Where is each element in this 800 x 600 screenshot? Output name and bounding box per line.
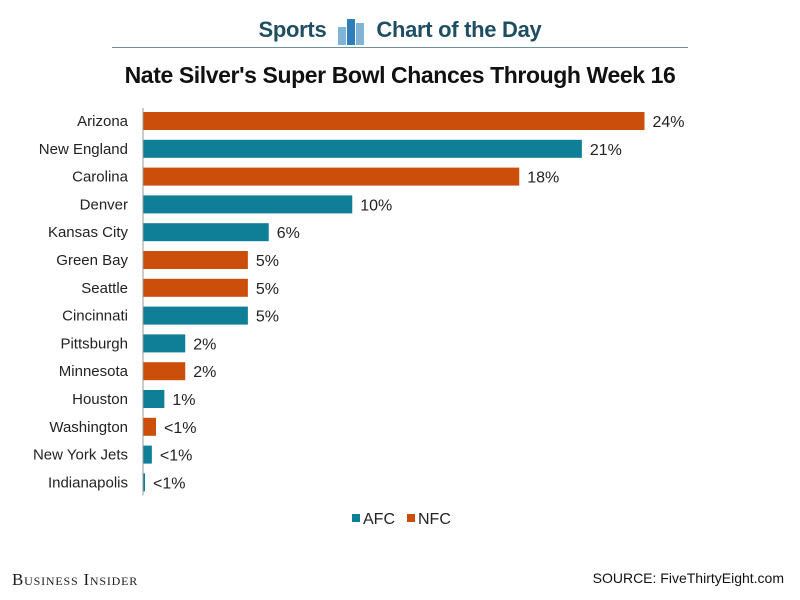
legend-label-nfc: NFC [418,511,451,528]
bar-cincinnati [143,306,248,325]
bar-houston [143,390,165,408]
business-insider-logo: Business Insider [12,570,139,589]
value-label-indianapolis: <1% [153,475,185,492]
value-label-washington: <1% [164,420,196,437]
bar-arizona [143,112,645,130]
value-label-pittsburgh: 2% [193,336,216,353]
value-label-cincinnati: 5% [256,309,279,326]
bar-new-england [143,139,582,158]
source-credit: SOURCE: FiveThirtyEight.com [592,570,784,586]
category-label-arizona: Arizona [77,113,129,130]
category-label-green-bay: Green Bay [56,252,128,269]
legend-swatch-afc [352,514,360,522]
bar-denver [143,195,353,214]
bar-minnesota [143,362,186,381]
bar-indianapolis [143,473,145,492]
bar-chart-logo-icon [338,19,365,45]
bar-kansas-city [143,223,269,242]
bar-seattle [143,278,248,297]
value-label-minnesota: 2% [193,364,216,381]
chart-of-the-day-header: Sports Chart of the Day [0,12,800,48]
value-label-new-york-jets: <1% [160,448,192,465]
bar-green-bay [143,251,248,269]
category-label-kansas-city: Kansas City [48,224,129,241]
logo-bar-right [356,23,365,45]
category-label-pittsburgh: Pittsburgh [60,335,128,352]
header-chart-of-the-day-label: Chart of the Day [376,17,542,42]
category-label-seattle: Seattle [81,280,128,297]
value-label-new-england: 21% [590,142,622,159]
value-label-green-bay: 5% [256,253,279,270]
value-label-seattle: 5% [256,281,279,298]
category-label-new-york-jets: New York Jets [33,447,128,464]
header-sports-label: Sports [258,17,327,42]
bar-chart: Arizona 24% New England 21% Carolina 18% Denve… [33,108,685,528]
bar-new-york-jets [143,445,152,464]
chart-title: Nate Silver's Super Bowl Chances Through… [124,62,676,88]
logo-bar-left [338,27,347,45]
bar-pittsburgh [143,334,186,353]
category-label-houston: Houston [72,391,128,408]
bar-washington [143,417,157,436]
value-label-carolina: 18% [527,170,559,187]
value-label-houston: 1% [172,392,195,409]
value-label-arizona: 24% [653,114,685,131]
bar-carolina [143,167,520,186]
category-label-indianapolis: Indianapolis [48,474,128,491]
header-divider [112,47,688,48]
category-label-denver: Denver [80,196,128,213]
category-label-minnesota: Minnesota [59,363,129,380]
value-label-denver: 10% [360,197,392,214]
category-label-new-england: New England [39,141,128,158]
value-label-kansas-city: 6% [277,225,300,242]
legend-swatch-nfc [407,514,415,522]
legend-label-afc: AFC [363,511,395,528]
logo-bar-middle [347,19,356,45]
category-label-carolina: Carolina [72,169,129,186]
category-label-washington: Washington [49,419,128,436]
category-label-cincinnati: Cincinnati [62,308,128,325]
